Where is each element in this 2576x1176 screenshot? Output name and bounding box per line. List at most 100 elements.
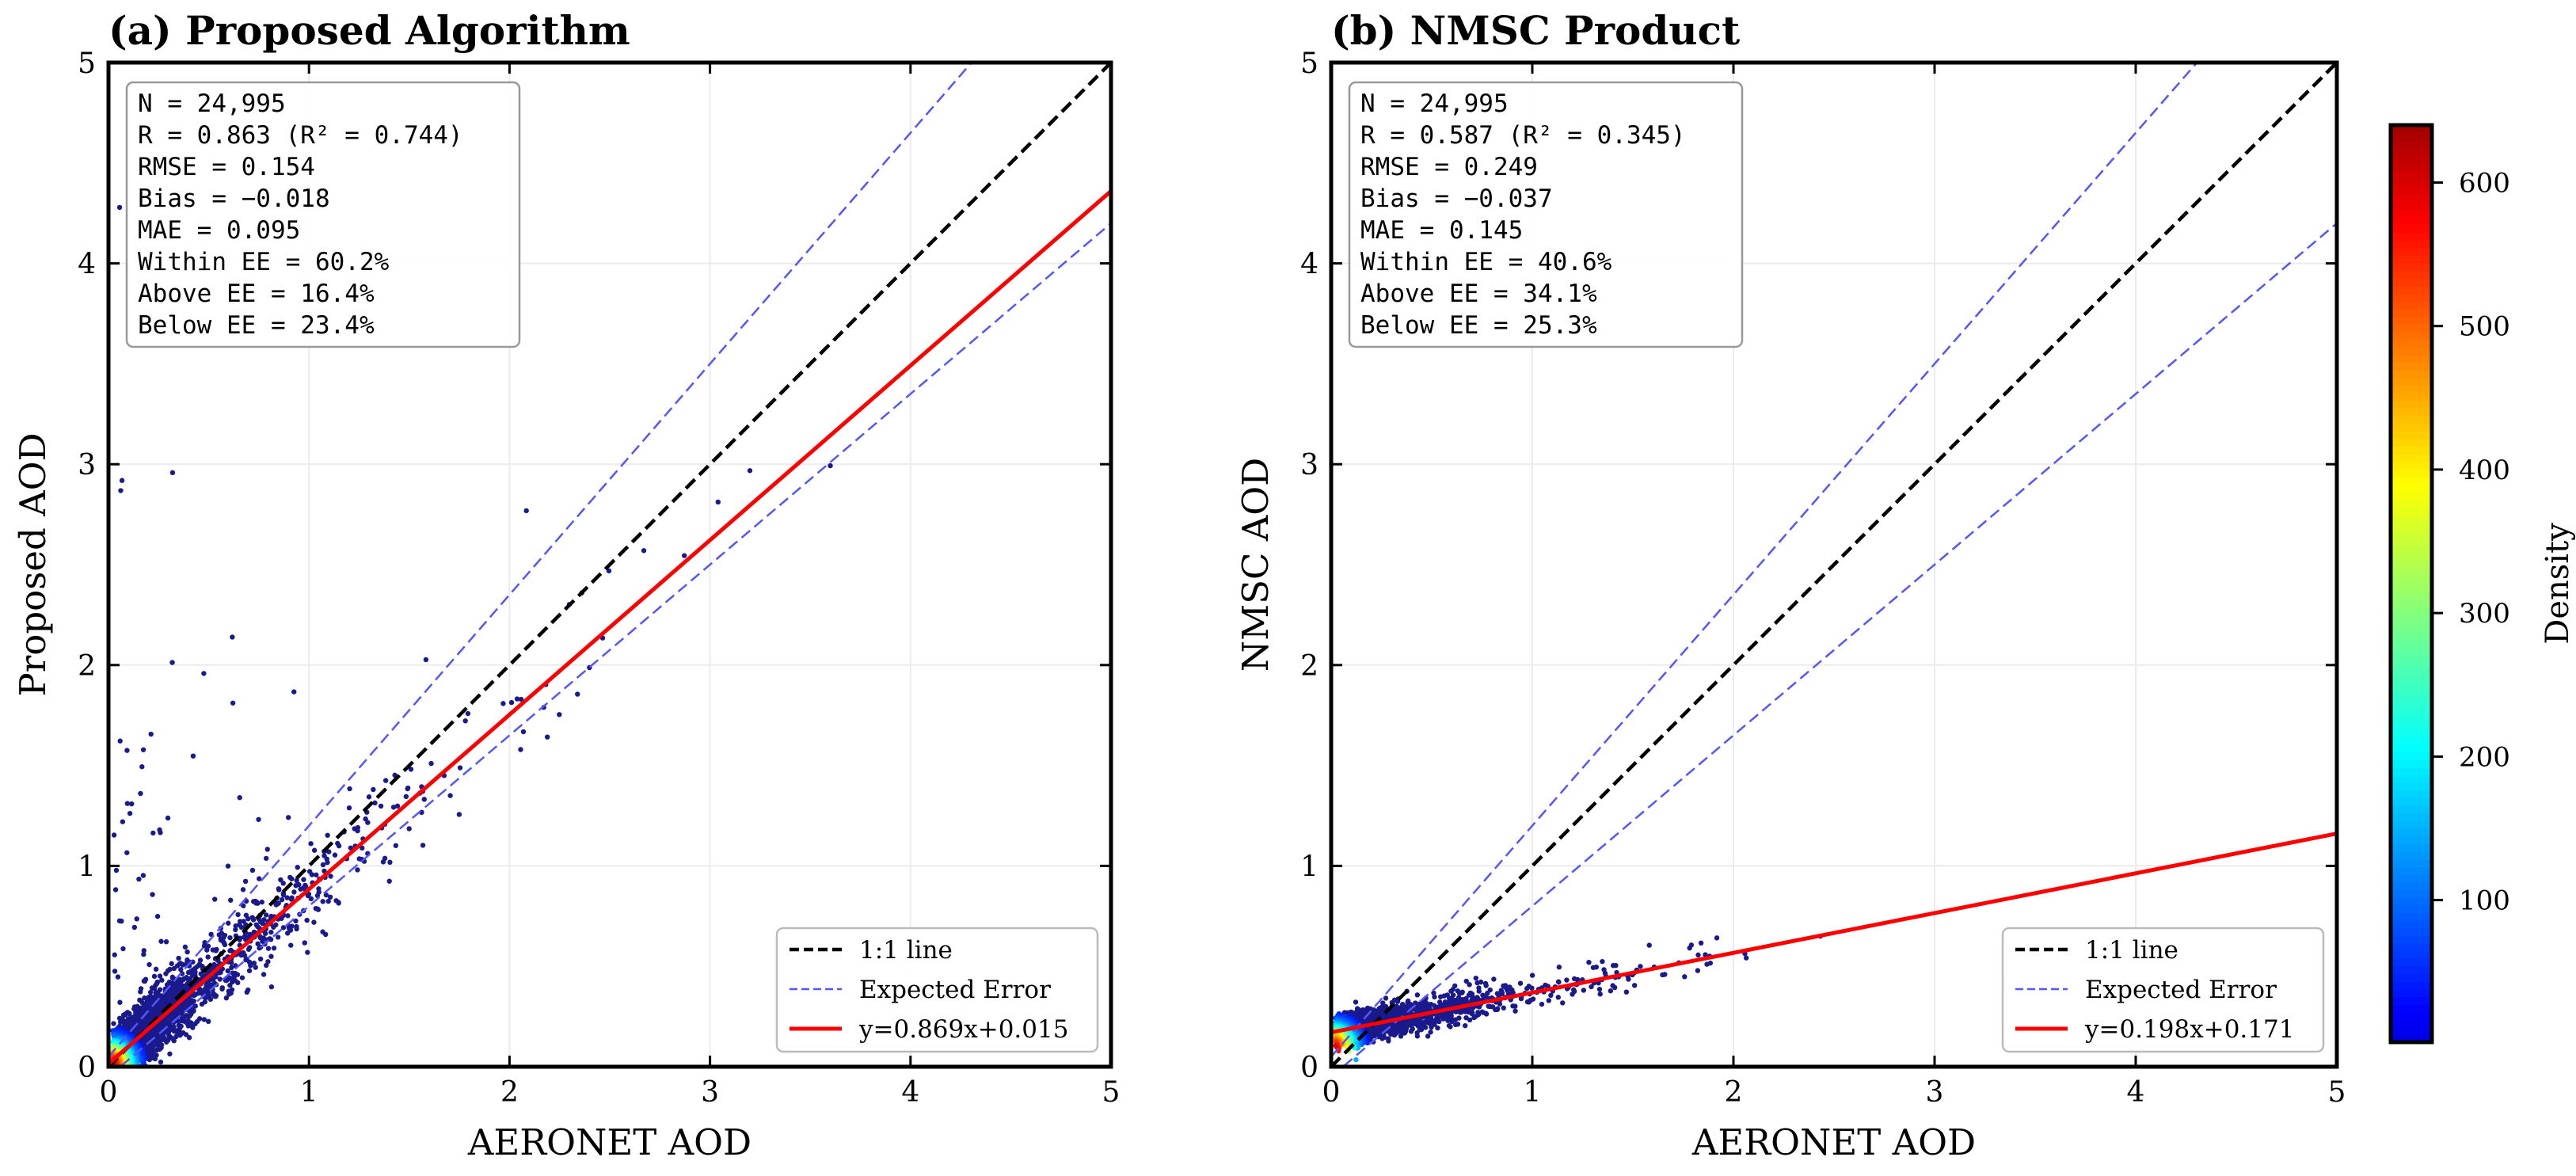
data-point	[285, 913, 291, 919]
data-point	[158, 1059, 164, 1065]
data-point	[1475, 1010, 1481, 1015]
data-point	[150, 892, 155, 897]
data-point	[1571, 976, 1577, 982]
data-point	[245, 916, 251, 922]
data-point	[238, 952, 244, 958]
data-point	[311, 919, 317, 925]
stats-line: Within EE = 60.2%	[138, 248, 390, 276]
data-point	[325, 832, 330, 838]
data-point	[268, 984, 275, 990]
data-point	[276, 887, 282, 892]
data-point	[185, 949, 190, 955]
data-point	[141, 978, 147, 984]
data-point	[387, 859, 393, 866]
data-point	[230, 700, 236, 706]
data-point	[320, 929, 325, 934]
data-point	[240, 887, 246, 892]
data-point	[1445, 1018, 1451, 1023]
data-point	[148, 731, 154, 737]
data-point	[1570, 987, 1577, 993]
panel-title: (a) Proposed Algorithm	[108, 7, 630, 54]
data-point	[1414, 992, 1421, 998]
data-point	[176, 955, 181, 961]
data-point	[154, 913, 161, 919]
data-point	[205, 1018, 211, 1025]
data-point	[223, 995, 230, 1001]
data-point	[352, 826, 357, 832]
data-point	[235, 911, 241, 918]
data-point	[157, 973, 163, 979]
legend-frame	[775, 927, 1099, 1053]
data-point	[250, 917, 257, 923]
data-point	[1743, 955, 1749, 961]
stats-line: Above EE = 16.4%	[138, 280, 375, 308]
data-point	[457, 765, 463, 771]
data-point	[302, 940, 307, 946]
data-point	[1524, 999, 1531, 1005]
data-point	[111, 1021, 116, 1026]
data-point	[1524, 986, 1530, 991]
data-point	[423, 657, 429, 663]
data-point	[241, 903, 246, 908]
data-point	[1353, 999, 1359, 1005]
data-point	[828, 462, 833, 469]
data-point	[131, 924, 138, 931]
data-point	[120, 1012, 127, 1018]
data-point	[117, 738, 123, 744]
data-point	[225, 968, 230, 974]
data-point	[118, 488, 124, 493]
data-point	[233, 923, 238, 929]
data-point	[1682, 974, 1688, 980]
x-tick-label: 4	[901, 1076, 919, 1109]
data-point	[355, 867, 360, 873]
data-point	[1631, 983, 1638, 988]
y-axis-label: Proposed AOD	[12, 432, 54, 696]
data-point	[1383, 995, 1389, 1001]
data-point	[249, 867, 256, 873]
data-point	[336, 843, 342, 849]
data-point	[1510, 1003, 1516, 1009]
data-point	[325, 859, 330, 866]
data-point	[1556, 965, 1562, 970]
data-point	[1704, 961, 1710, 967]
data-point	[238, 924, 244, 931]
data-point	[1529, 972, 1535, 978]
data-point	[257, 956, 264, 962]
data-point	[1687, 945, 1692, 951]
data-point	[273, 902, 279, 908]
data-point	[1480, 992, 1486, 998]
data-point	[1610, 983, 1615, 988]
data-point	[166, 1033, 172, 1038]
data-point	[150, 830, 156, 836]
data-point	[178, 967, 184, 972]
data-point	[227, 983, 233, 988]
data-point	[1486, 1003, 1491, 1009]
stats-line: Below EE = 23.4%	[138, 311, 375, 340]
data-point	[247, 931, 253, 938]
data-point	[1501, 1005, 1506, 1011]
data-point	[1431, 990, 1436, 996]
data-point	[1581, 988, 1587, 993]
data-point	[192, 1021, 198, 1027]
data-point	[117, 999, 123, 1005]
data-point	[264, 847, 270, 852]
data-point	[253, 965, 258, 970]
x-tick-label: 1	[300, 1076, 318, 1109]
ee-upper-line	[108, 63, 973, 1058]
data-point	[246, 968, 253, 973]
data-point	[1471, 1014, 1477, 1021]
data-point	[225, 863, 231, 869]
data-point	[158, 938, 164, 944]
data-point	[268, 953, 274, 959]
data-point	[1413, 1000, 1418, 1006]
data-point	[305, 892, 310, 899]
data-point	[117, 1019, 124, 1025]
data-point	[259, 899, 264, 905]
data-point	[159, 977, 165, 983]
data-point	[1570, 991, 1575, 997]
data-point	[1428, 1029, 1433, 1035]
data-point	[1517, 980, 1524, 986]
data-point	[261, 972, 267, 977]
data-point	[1473, 975, 1478, 981]
lines	[108, 63, 1111, 1067]
